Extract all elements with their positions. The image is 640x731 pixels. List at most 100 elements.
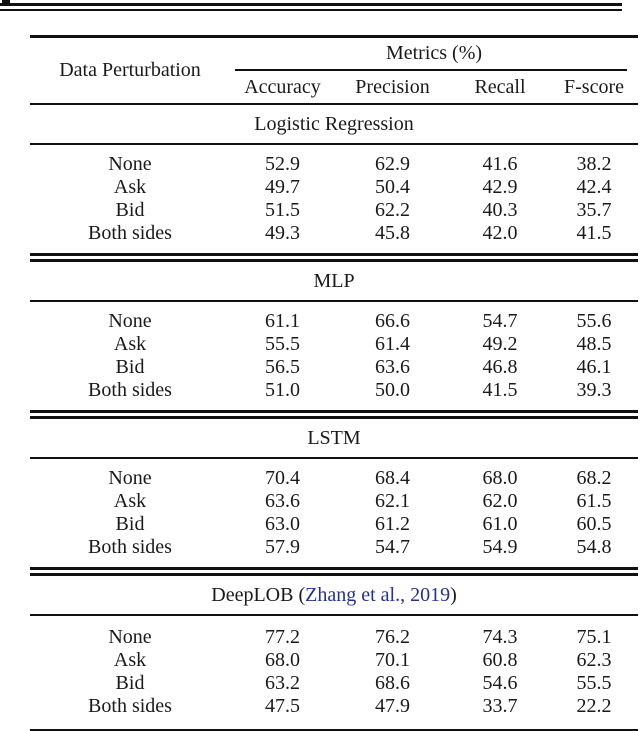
cell-fscore: 39.3 — [576, 379, 612, 401]
table-row: None 61.1 66.6 54.7 55.6 — [30, 310, 638, 333]
row-label: Ask — [113, 176, 147, 198]
cell-accuracy: 49.3 — [265, 222, 300, 244]
section-title-text: MLP — [313, 269, 355, 292]
metric-column-headers: Accuracy Precision Recall F-score — [230, 74, 638, 100]
cell-precision: 62.9 — [375, 153, 410, 175]
metrics-cmidrule — [235, 69, 627, 71]
cell-precision: 62.1 — [375, 490, 410, 512]
cell-accuracy: 61.1 — [265, 310, 300, 332]
section-rows-deeplob: None 77.2 76.2 74.3 75.1 Ask 68.0 70.1 6… — [30, 616, 638, 729]
row-label: Bid — [115, 672, 145, 694]
row-label: None — [108, 153, 152, 175]
cell-precision: 70.1 — [375, 649, 410, 671]
section-divider-double-rule — [30, 410, 638, 419]
table-row: None 52.9 62.9 41.6 38.2 — [30, 153, 638, 176]
row-label: Ask — [113, 649, 147, 671]
cell-precision: 47.9 — [375, 695, 410, 717]
section-title-suffix: ) — [450, 583, 457, 606]
cell-fscore: 46.1 — [576, 356, 612, 378]
table-row: Ask 68.0 70.1 60.8 62.3 — [30, 649, 638, 672]
table-row: Both sides 57.9 54.7 54.9 54.8 — [30, 536, 638, 559]
section-rows-logistic-regression: None 52.9 62.9 41.6 38.2 Ask 49.7 50.4 4… — [30, 145, 638, 253]
cell-recall: 41.6 — [482, 153, 518, 175]
cell-recall: 41.5 — [482, 379, 518, 401]
cell-fscore: 62.3 — [576, 649, 612, 671]
cell-recall: 54.6 — [482, 672, 518, 694]
cell-accuracy: 63.0 — [265, 513, 300, 535]
table-row: Ask 55.5 61.4 49.2 48.5 — [30, 333, 638, 356]
cropped-artifact-zone — [0, 0, 640, 35]
row-label: Both sides — [88, 536, 172, 558]
cell-recall: 42.0 — [482, 222, 518, 244]
cell-accuracy: 63.2 — [265, 672, 300, 694]
results-table: Data Perturbation Metrics (%) Accuracy P… — [30, 35, 638, 731]
col-header-data-perturbation: Data Perturbation — [59, 59, 201, 81]
cell-precision: 54.7 — [375, 536, 410, 558]
row-label: Ask — [113, 333, 147, 355]
cell-recall: 54.7 — [482, 310, 518, 332]
table-row: None 77.2 76.2 74.3 75.1 — [30, 626, 638, 649]
table-row: Ask 49.7 50.4 42.9 42.4 — [30, 176, 638, 199]
row-label: Bid — [115, 356, 145, 378]
cell-precision: 61.2 — [375, 513, 410, 535]
row-label: None — [108, 310, 152, 332]
table-row: Both sides 49.3 45.8 42.0 41.5 — [30, 222, 638, 245]
cell-accuracy: 51.5 — [265, 199, 300, 221]
cell-accuracy: 56.5 — [265, 356, 300, 378]
section-rows-mlp: None 61.1 66.6 54.7 55.6 Ask 55.5 61.4 4… — [30, 302, 638, 410]
table-row: None 70.4 68.4 68.0 68.2 — [30, 467, 638, 490]
cell-recall: 46.8 — [482, 356, 518, 378]
cell-recall: 68.0 — [482, 467, 518, 489]
col-header-accuracy: Accuracy — [244, 75, 321, 98]
cell-fscore: 35.7 — [576, 199, 612, 221]
col-header-recall: Recall — [474, 75, 526, 98]
table-row: Both sides 51.0 50.0 41.5 39.3 — [30, 379, 638, 402]
cell-fscore: 60.5 — [576, 513, 612, 535]
section-title-lstm: LSTM — [30, 419, 638, 459]
section-title-text: DeepLOB ( — [211, 583, 306, 606]
section-title-deeplob: DeepLOB (Zhang et al., 2019) — [30, 576, 638, 616]
row-label: Both sides — [88, 222, 172, 244]
table-row: Ask 63.6 62.1 62.0 61.5 — [30, 490, 638, 513]
cell-accuracy: 77.2 — [265, 626, 300, 648]
row-label: None — [108, 626, 152, 648]
cell-recall: 60.8 — [482, 649, 518, 671]
row-label: Bid — [115, 199, 145, 221]
cell-precision: 50.0 — [375, 379, 410, 401]
cell-fscore: 48.5 — [576, 333, 612, 355]
row-label: Both sides — [88, 695, 172, 717]
cell-accuracy: 57.9 — [265, 536, 300, 558]
cell-fscore: 61.5 — [576, 490, 612, 512]
cutoff-text-fragment — [2, 0, 10, 4]
table-row: Bid 51.5 62.2 40.3 35.7 — [30, 199, 638, 222]
cell-fscore: 22.2 — [576, 695, 612, 717]
section-title-text: Logistic Regression — [254, 112, 414, 135]
cell-precision: 63.6 — [375, 356, 410, 378]
cell-fscore: 41.5 — [576, 222, 612, 244]
cell-fscore: 54.8 — [576, 536, 612, 558]
cell-accuracy: 70.4 — [265, 467, 300, 489]
cell-accuracy: 68.0 — [265, 649, 300, 671]
metrics-group-header: Metrics (%) — [385, 41, 483, 64]
section-divider-double-rule — [30, 567, 638, 576]
cell-recall: 54.9 — [482, 536, 518, 558]
artifact-rule-thick — [0, 3, 622, 6]
table-bottom-rule — [30, 729, 638, 731]
cell-recall: 49.2 — [482, 333, 518, 355]
row-label: Ask — [113, 490, 147, 512]
section-title-logistic-regression: Logistic Regression — [30, 105, 638, 145]
table-row: Bid 56.5 63.6 46.8 46.1 — [30, 356, 638, 379]
cell-fscore: 55.6 — [576, 310, 612, 332]
citation-link-zhang-2019[interactable]: Zhang et al., 2019 — [305, 583, 451, 606]
cell-fscore: 68.2 — [576, 467, 612, 489]
cell-accuracy: 51.0 — [265, 379, 300, 401]
col-header-precision: Precision — [355, 75, 430, 98]
section-title-text: LSTM — [307, 426, 361, 449]
cell-accuracy: 52.9 — [265, 153, 300, 175]
cell-fscore: 38.2 — [576, 153, 612, 175]
row-label: None — [108, 467, 152, 489]
cell-fscore: 55.5 — [576, 672, 612, 694]
artifact-rule-thin — [0, 9, 622, 11]
cell-precision: 45.8 — [375, 222, 410, 244]
